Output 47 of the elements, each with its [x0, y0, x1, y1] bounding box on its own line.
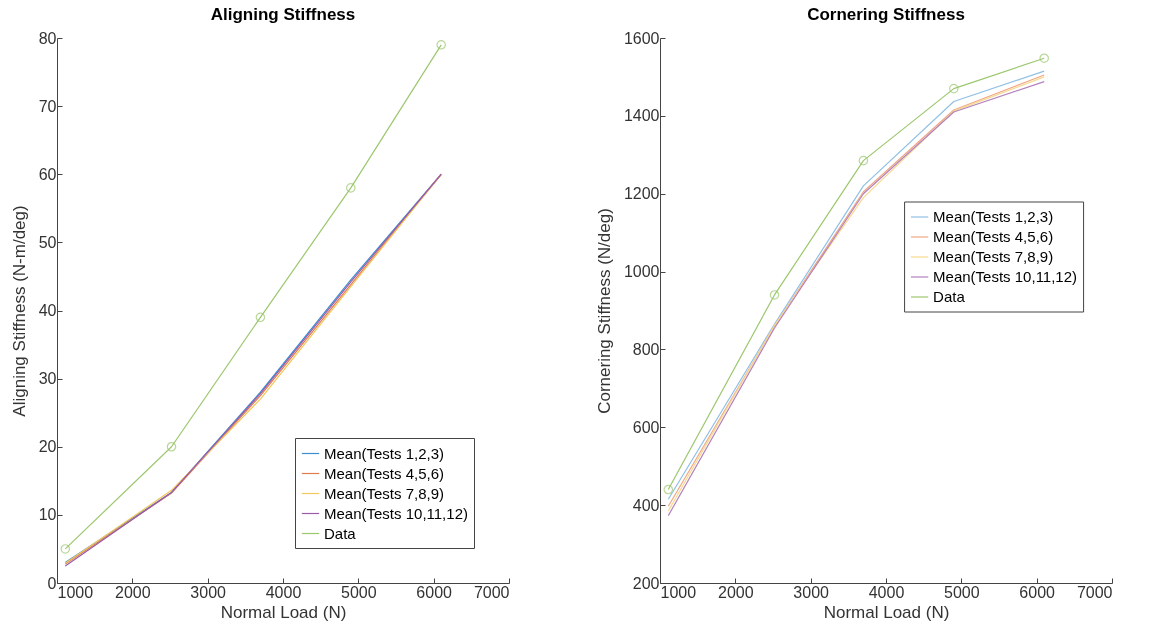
legend-label: Mean(Tests 7,8,9) — [324, 484, 445, 502]
x-tick-label: 3000 — [793, 583, 830, 601]
legend-label: Mean(Tests 1,2,3) — [933, 208, 1054, 225]
y-tick-label: 600 — [632, 418, 660, 436]
y-tick-label: 10 — [38, 506, 57, 524]
x-tick-label: 3000 — [190, 583, 227, 601]
y-tick-label: 20 — [38, 438, 57, 456]
y-tick-label: 70 — [38, 97, 57, 115]
y-tick-label: 0 — [47, 574, 57, 592]
x-tick-label: 1000 — [57, 583, 94, 601]
y-tick-label: 1000 — [623, 263, 660, 281]
x-tick-label: 2000 — [115, 583, 151, 601]
y-tick-label: 60 — [38, 165, 57, 183]
y-tick-label: 1200 — [623, 185, 660, 203]
y-tick-label: 40 — [38, 302, 57, 319]
y-tick-label: 30 — [38, 370, 57, 388]
x-tick-label: 4000 — [868, 583, 905, 601]
x-tick-label: 7000 — [1076, 583, 1113, 601]
legend-label: Mean(Tests 4,5,6) — [324, 464, 445, 482]
y-tick-label: 50 — [38, 233, 57, 251]
y-tick-label: 1400 — [623, 107, 660, 125]
y-tick-label: 800 — [632, 340, 660, 358]
x-tick-label: 7000 — [473, 583, 510, 601]
x-tick-label: 5000 — [944, 583, 980, 601]
chart-title: Cornering Stiffness — [807, 5, 965, 24]
y-tick-label: 1600 — [623, 29, 660, 47]
legend-label: Mean(Tests 10,11,12) — [933, 268, 1078, 285]
legend-label: Data — [324, 524, 357, 542]
x-tick-label: 2000 — [718, 583, 754, 601]
x-tick-label: 4000 — [265, 583, 302, 601]
y-tick-label: 80 — [38, 29, 57, 47]
x-axis-title: Normal Load (N) — [823, 602, 950, 622]
legend-label: Mean(Tests 1,2,3) — [324, 444, 445, 462]
legend-label: Mean(Tests 7,8,9) — [933, 248, 1054, 265]
x-axis-title: Normal Load (N) — [220, 602, 347, 622]
y-axis-title: Aligning Stiffness (N-m/deg) — [9, 205, 29, 417]
x-tick-label: 6000 — [416, 583, 453, 601]
x-tick-label: 5000 — [341, 583, 377, 601]
legend-label: Data — [933, 288, 966, 305]
y-tick-label: 200 — [632, 574, 660, 592]
y-tick-label: 400 — [632, 496, 660, 514]
x-tick-label: 1000 — [660, 583, 697, 601]
chart-title: Aligning Stiffness — [210, 5, 356, 24]
legend-label: Mean(Tests 10,11,12) — [324, 504, 468, 522]
x-tick-label: 6000 — [1019, 583, 1056, 601]
y-axis-title: Cornering Stiffness (N/deg) — [594, 208, 614, 414]
legend-label: Mean(Tests 4,5,6) — [933, 228, 1054, 245]
